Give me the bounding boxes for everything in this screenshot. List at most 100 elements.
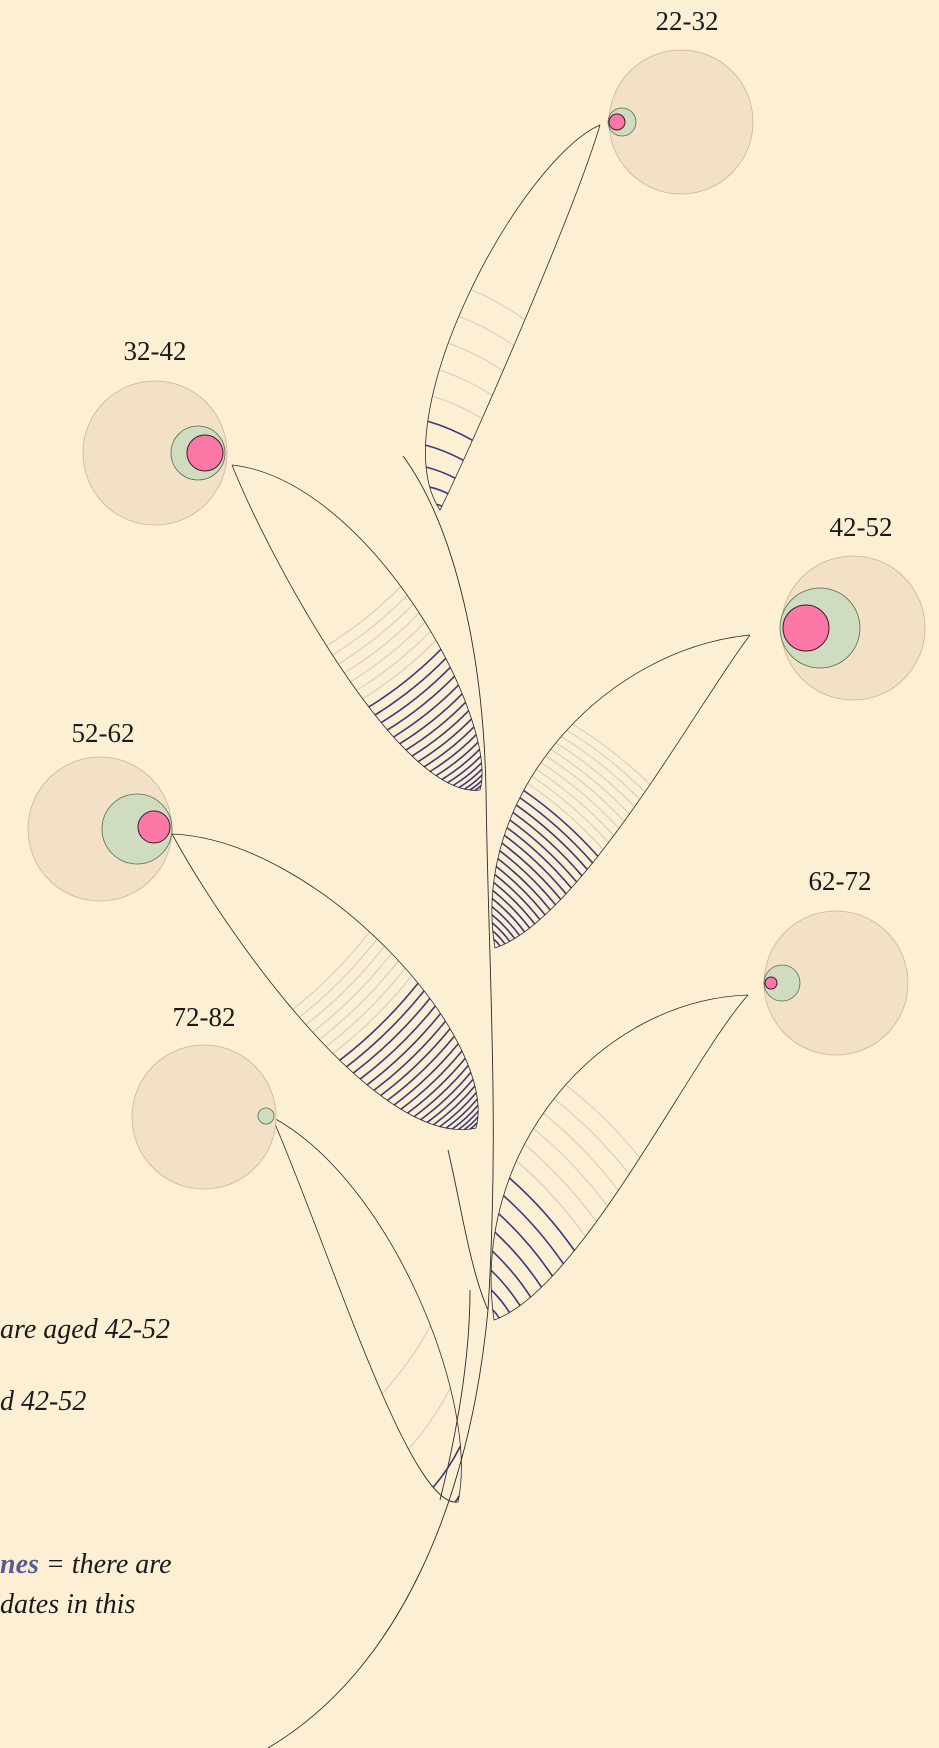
leaf-4-stripe-1 xyxy=(490,1289,511,1314)
leaf-2-stripe-3 xyxy=(491,914,516,940)
legend-line-3-text: = there are xyxy=(38,1549,172,1580)
leaf-1-stripe-10 xyxy=(417,718,473,763)
leaf-3-stripe-12 xyxy=(393,1043,459,1106)
legend-line-3: nes = there are xyxy=(0,1545,172,1585)
leaf-1-outline xyxy=(231,464,483,791)
leaf-1-stripe-16 xyxy=(380,666,451,724)
leaf-2-stripe-18 xyxy=(519,797,594,864)
leaf-2-stripe-9 xyxy=(495,865,546,916)
flower-4: 62-72 xyxy=(763,866,909,1056)
leaf-0-stripe-6 xyxy=(439,369,493,396)
leaf-3-stripe-14 xyxy=(380,1028,451,1097)
leaf-0-stripe-7 xyxy=(448,342,504,372)
leaf-3-stripe-21 xyxy=(332,975,413,1055)
leaf-1-stripe-11 xyxy=(411,710,470,757)
age-label-3: 52-62 xyxy=(72,718,135,748)
leaf-4-stripe-4 xyxy=(494,1231,543,1288)
leaf-3-stripe-17 xyxy=(359,1005,436,1080)
flower-1-outer-circle xyxy=(82,380,228,526)
age-label-0: 22-32 xyxy=(656,6,719,36)
leaf-2-stripe-20 xyxy=(527,782,604,850)
leaf-2-stripe-23 xyxy=(540,762,620,829)
leaf-3-stripe-24 xyxy=(312,953,393,1033)
leaf-2-stripe-25 xyxy=(550,748,630,815)
legend-line-4: dates in this xyxy=(0,1585,135,1625)
leaf-2-stripe-17 xyxy=(515,804,588,870)
leaf-1-stripe-12 xyxy=(405,701,467,751)
leaf-4-stripe-10 xyxy=(533,1128,608,1207)
leaf-4-stripe-13 xyxy=(565,1084,641,1159)
leaf-3-stripe-4 xyxy=(445,1098,478,1129)
leaf-2-stripe-1 xyxy=(492,930,506,945)
leaf-3-stripe-7 xyxy=(426,1078,474,1124)
leaf-1 xyxy=(231,464,483,791)
leaf-0-stripe-4 xyxy=(427,420,473,442)
leaf-3-stripe-3 xyxy=(451,1104,479,1130)
leaf-3-stripe-27 xyxy=(292,931,371,1010)
leaf-3-stripe-1 xyxy=(463,1116,479,1131)
legend-line-1-text: are aged 42-52 xyxy=(0,1314,171,1345)
leaf-3-stripe-18 xyxy=(352,997,431,1074)
leaf-0-outline xyxy=(425,124,601,511)
leaf-1-stripe-1 xyxy=(469,779,483,791)
leaf-5-stripe-1 xyxy=(432,1445,462,1488)
stem-0 xyxy=(267,455,494,1748)
leaves xyxy=(171,124,751,1503)
leaf-0-stripe-9 xyxy=(470,289,526,321)
leaf-1-stripe-17 xyxy=(374,657,447,716)
flower-2: 42-52 xyxy=(779,512,926,701)
leaf-3-stripe-8 xyxy=(420,1071,472,1121)
leaf-0-stripe-2 xyxy=(425,466,456,479)
leaf-4-stripe-9 xyxy=(524,1143,597,1223)
age-label-1: 32-42 xyxy=(124,336,187,366)
age-label-2: 42-52 xyxy=(830,512,893,542)
leaf-3-stripe-25 xyxy=(305,945,385,1026)
legend-line-2: d 42-52 xyxy=(0,1382,86,1422)
leaf-1-stripe-5 xyxy=(447,755,482,784)
leaf-3-stripe-22 xyxy=(325,967,406,1048)
stems xyxy=(267,455,494,1748)
leaf-2-stripe-8 xyxy=(494,873,541,921)
leaf-0-stripe-5 xyxy=(432,395,483,420)
leaf-2-stripe-6 xyxy=(492,889,531,929)
leaf-2-stripe-28 xyxy=(566,729,646,793)
leaf-2-stripe-26 xyxy=(555,742,636,808)
leaf-2-stripe-19 xyxy=(523,789,599,857)
leaf-4-stripe-2 xyxy=(490,1269,521,1307)
leaf-2-stripe-12 xyxy=(501,842,562,900)
leaf-1-stripe-22 xyxy=(344,612,420,674)
leaf-3 xyxy=(171,833,479,1131)
leaf-4-stripe-12 xyxy=(553,1098,630,1175)
legend-highlight-text: nes xyxy=(0,1549,39,1580)
flowers: 22-32 32-42 42-52 52-62 62-72 72-82 xyxy=(27,6,926,1190)
flower-5-outer-circle xyxy=(131,1044,277,1190)
leaf-2-stripe-29 xyxy=(572,723,651,786)
leaf-1-stripe-19 xyxy=(362,639,437,700)
leaf-1-stripe-7 xyxy=(435,741,479,777)
leaf-1-stripe-4 xyxy=(452,762,483,787)
leaf-1-stripe-18 xyxy=(368,648,442,708)
leaf-1-stripe-9 xyxy=(423,726,475,768)
stem-1 xyxy=(447,1149,489,1311)
leaf-3-stripe-20 xyxy=(339,982,419,1061)
leaf-2-stripe-10 xyxy=(497,857,551,911)
leaf-1-stripe-2 xyxy=(464,774,483,790)
leaf-4-stripe-7 xyxy=(508,1177,576,1252)
leaf-4 xyxy=(490,994,749,1321)
flower-3: 52-62 xyxy=(27,718,173,902)
flower-0-pink-circle xyxy=(608,113,626,131)
leaf-2-stripe-15 xyxy=(509,819,578,883)
leaf-2-stripe-11 xyxy=(499,850,557,906)
leaf-2-stripe-24 xyxy=(545,755,625,822)
flower-0: 22-32 xyxy=(607,6,754,195)
leaf-2 xyxy=(491,634,751,949)
leaf-1-stripe-24 xyxy=(332,594,408,656)
leaf-3-stripe-2 xyxy=(457,1110,479,1131)
leaf-2-stripe-21 xyxy=(531,775,609,843)
leaf-2-stripe-16 xyxy=(512,811,583,877)
leaf-3-stripe-5 xyxy=(439,1092,477,1128)
leaf-3-stripe-19 xyxy=(346,990,425,1068)
leaf-0-stripe-1 xyxy=(429,486,449,495)
leaf-2-stripe-7 xyxy=(493,881,536,925)
